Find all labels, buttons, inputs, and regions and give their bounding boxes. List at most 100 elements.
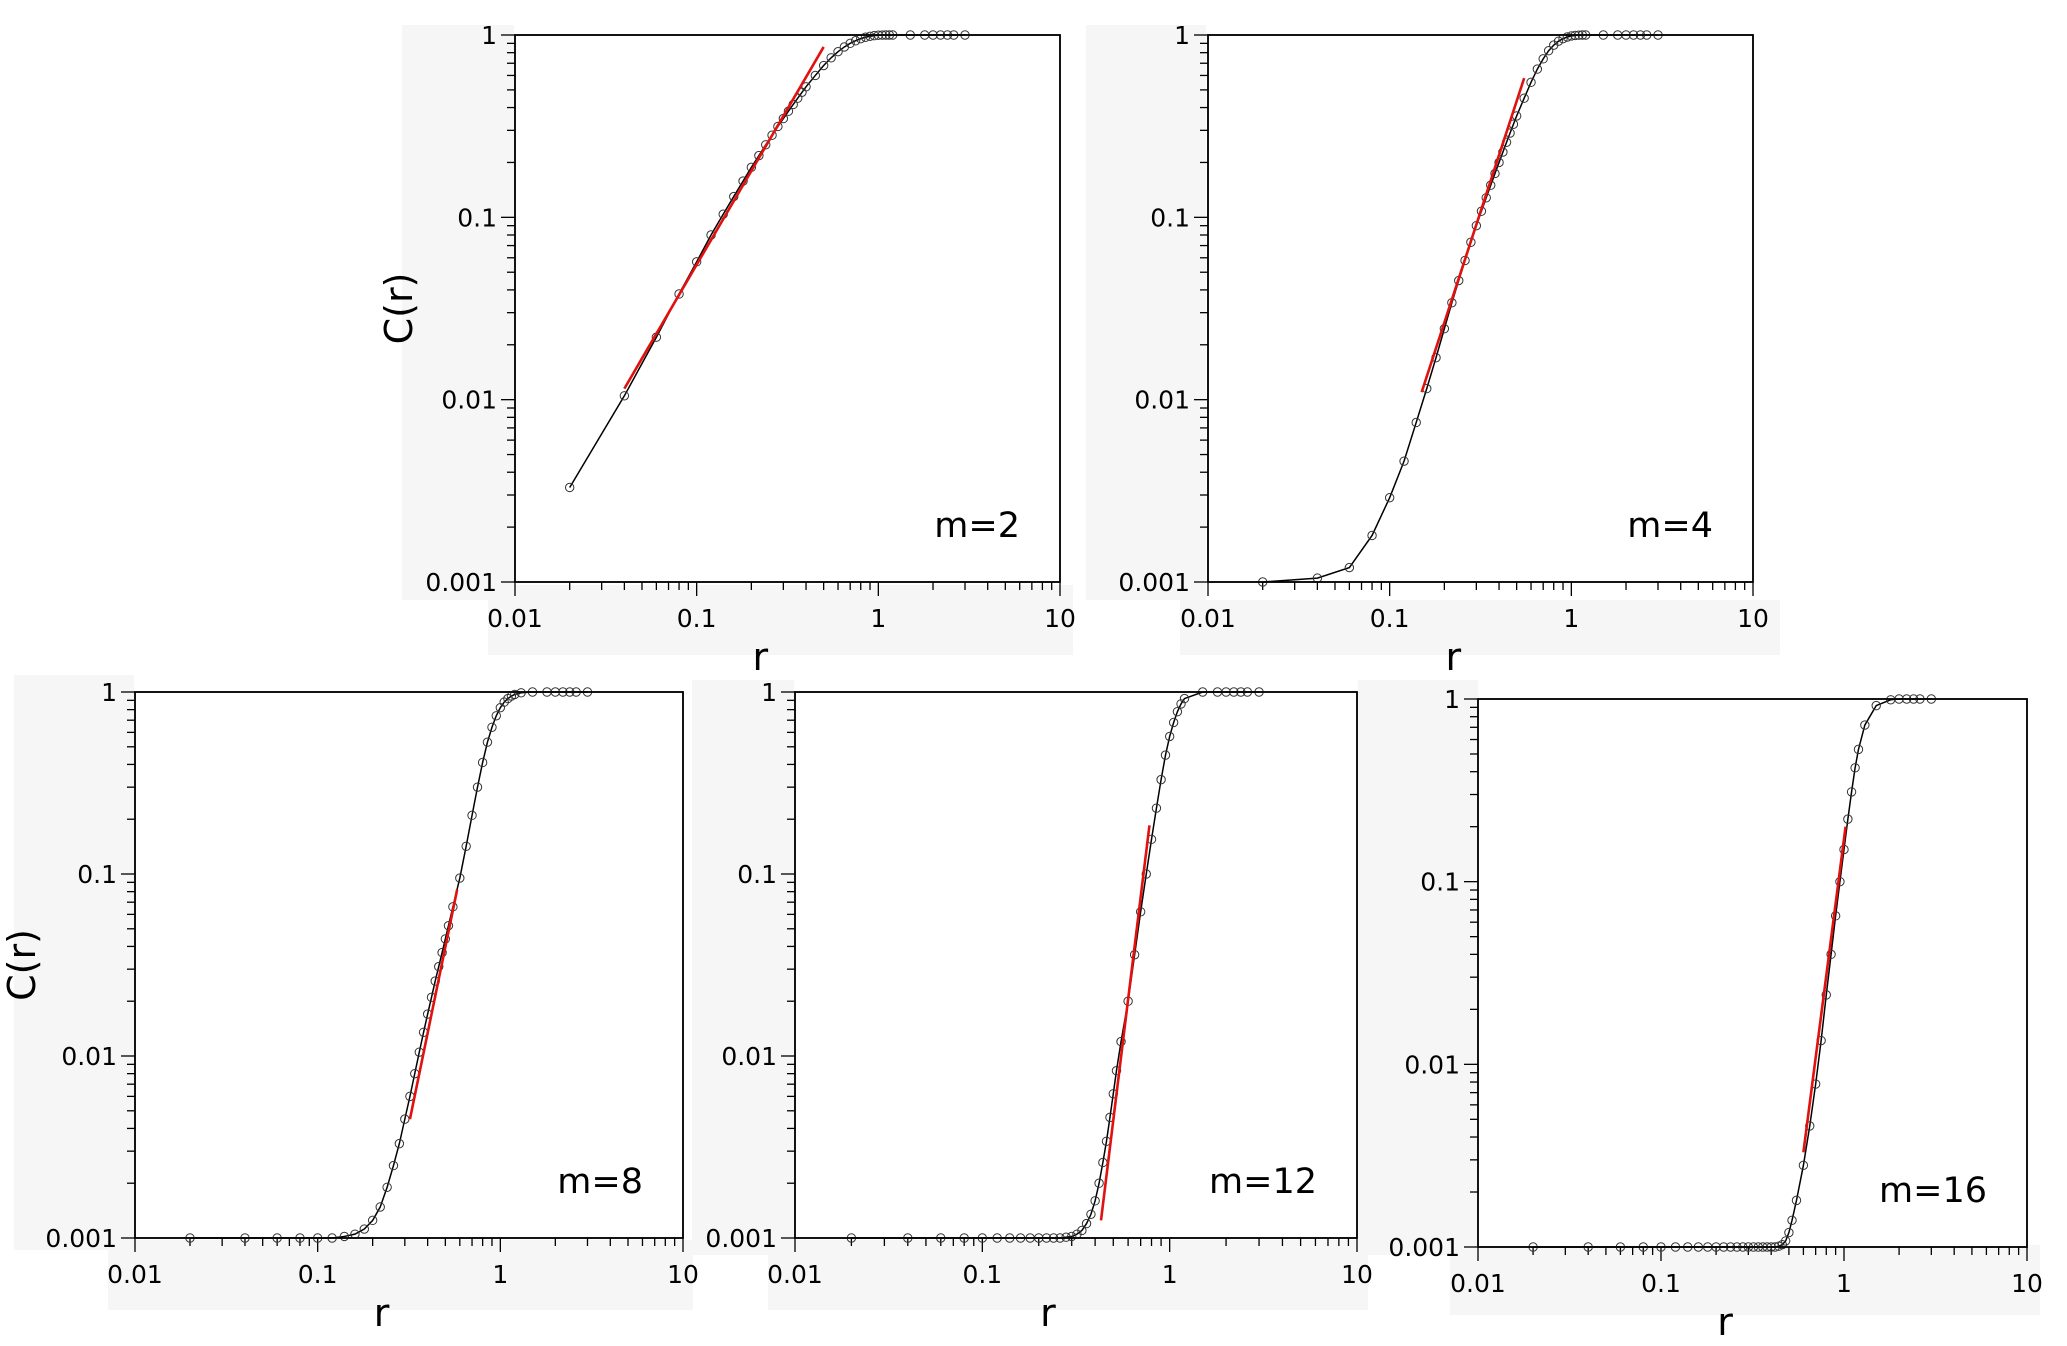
data-point [1367, 530, 1377, 541]
fit-line [623, 46, 825, 390]
axis-ticks [1194, 34, 1754, 596]
panel-label: m=2 [934, 506, 1020, 546]
y-axis-label: C(r) [377, 273, 421, 345]
data-point [564, 482, 575, 493]
data-point [491, 711, 501, 721]
data-point [434, 961, 444, 972]
plot-area [514, 34, 1061, 583]
x-tick-label: 0.1 [298, 1260, 338, 1289]
data-point [1151, 803, 1162, 813]
data-point [1553, 36, 1564, 46]
x-tick-label: 1 [870, 604, 886, 633]
fit-line [1099, 825, 1151, 1221]
data-point [1176, 699, 1186, 709]
x-axis-label: r [1717, 1300, 1733, 1344]
data-point [826, 53, 836, 63]
data-point [1399, 456, 1409, 466]
data-point [1179, 693, 1190, 704]
x-tick-label: 0.01 [767, 1260, 823, 1289]
x-tick-label: 0.01 [1180, 604, 1236, 633]
data-point [359, 1224, 369, 1234]
panel-label: m=16 [1879, 1171, 1987, 1211]
data-point [1081, 1218, 1092, 1229]
data-point [1160, 750, 1171, 760]
x-tick-label: 1 [1836, 1269, 1852, 1298]
x-axis-label: r [1445, 635, 1461, 679]
data-point [1826, 949, 1836, 960]
label-backdrop [402, 25, 514, 600]
data-point [1172, 706, 1183, 717]
x-tick-label: 1 [492, 1260, 508, 1289]
data-point [375, 1202, 385, 1212]
y-tick-label: 1 [101, 678, 117, 707]
data-point [773, 121, 783, 132]
label-backdrop [108, 1240, 693, 1310]
data-point [394, 1138, 405, 1149]
data-point [455, 873, 465, 883]
y-tick-label: 0.01 [1404, 1050, 1460, 1079]
y-tick-label: 0.001 [1388, 1233, 1460, 1262]
data-point [1784, 1227, 1794, 1238]
x-tick-label: 0.1 [1641, 1269, 1681, 1298]
label-backdrop [1450, 1245, 2040, 1315]
x-tick-label: 0.1 [677, 604, 717, 633]
y-tick-label: 0.1 [1420, 868, 1460, 897]
y-tick-label: 0.01 [721, 1042, 777, 1071]
data-point [1411, 417, 1421, 428]
data-point [767, 130, 777, 140]
fit-line [1420, 77, 1526, 393]
x-tick-label: 10 [1737, 604, 1769, 633]
data-point [1384, 492, 1395, 503]
data-point [1532, 64, 1543, 74]
x-tick-label: 0.1 [962, 1260, 1002, 1289]
y-tick-label: 1 [1444, 685, 1460, 714]
x-tick-label: 10 [1341, 1260, 1373, 1289]
data-point [1791, 1195, 1802, 1206]
x-tick-label: 1 [1162, 1260, 1178, 1289]
y-tick-label: 0.1 [737, 860, 777, 889]
data-point [1538, 54, 1548, 64]
y-tick-label: 0.01 [61, 1042, 117, 1071]
data-point [860, 32, 871, 42]
data-point [761, 140, 771, 150]
x-tick-label: 0.1 [1370, 604, 1410, 633]
data-point [1094, 1178, 1104, 1188]
x-tick-label: 10 [2011, 1269, 2043, 1298]
data-point [850, 36, 861, 46]
data-point [487, 722, 497, 732]
y-tick-label: 1 [481, 21, 497, 50]
y-tick-label: 0.001 [1118, 568, 1190, 597]
data-point [477, 757, 488, 768]
plot-area [134, 691, 684, 1239]
data-point [1519, 93, 1529, 103]
data-point [510, 689, 520, 700]
x-tick-label: 0.01 [1450, 1269, 1506, 1298]
y-tick-label: 0.001 [45, 1224, 117, 1253]
axis-ticks [121, 691, 684, 1252]
x-tick-label: 0.01 [107, 1260, 163, 1289]
data-point [1821, 990, 1831, 1000]
y-tick-label: 1 [1174, 21, 1190, 50]
data-point [845, 38, 855, 49]
y-tick-label: 0.1 [1150, 203, 1190, 232]
x-tick-label: 0.01 [487, 604, 543, 633]
label-backdrop [1086, 25, 1206, 600]
panel-label: m=8 [557, 1162, 643, 1202]
x-tick-label: 1 [1563, 604, 1579, 633]
label-backdrop [488, 585, 1073, 655]
data-point [1843, 814, 1853, 824]
data-point [833, 46, 843, 57]
label-backdrop [1358, 680, 1478, 1255]
data-point [1780, 1236, 1791, 1246]
data-point [1850, 763, 1860, 773]
data-point [467, 810, 477, 821]
plot-border [134, 691, 684, 1239]
y-tick-label: 0.1 [77, 860, 117, 889]
data-point [1156, 774, 1166, 785]
data-point [1798, 1160, 1809, 1171]
y-axis-label: C(r) [0, 929, 44, 1001]
data-point [339, 1231, 350, 1242]
data-point [461, 841, 471, 851]
data-point [810, 70, 821, 81]
data-point [1164, 731, 1175, 742]
